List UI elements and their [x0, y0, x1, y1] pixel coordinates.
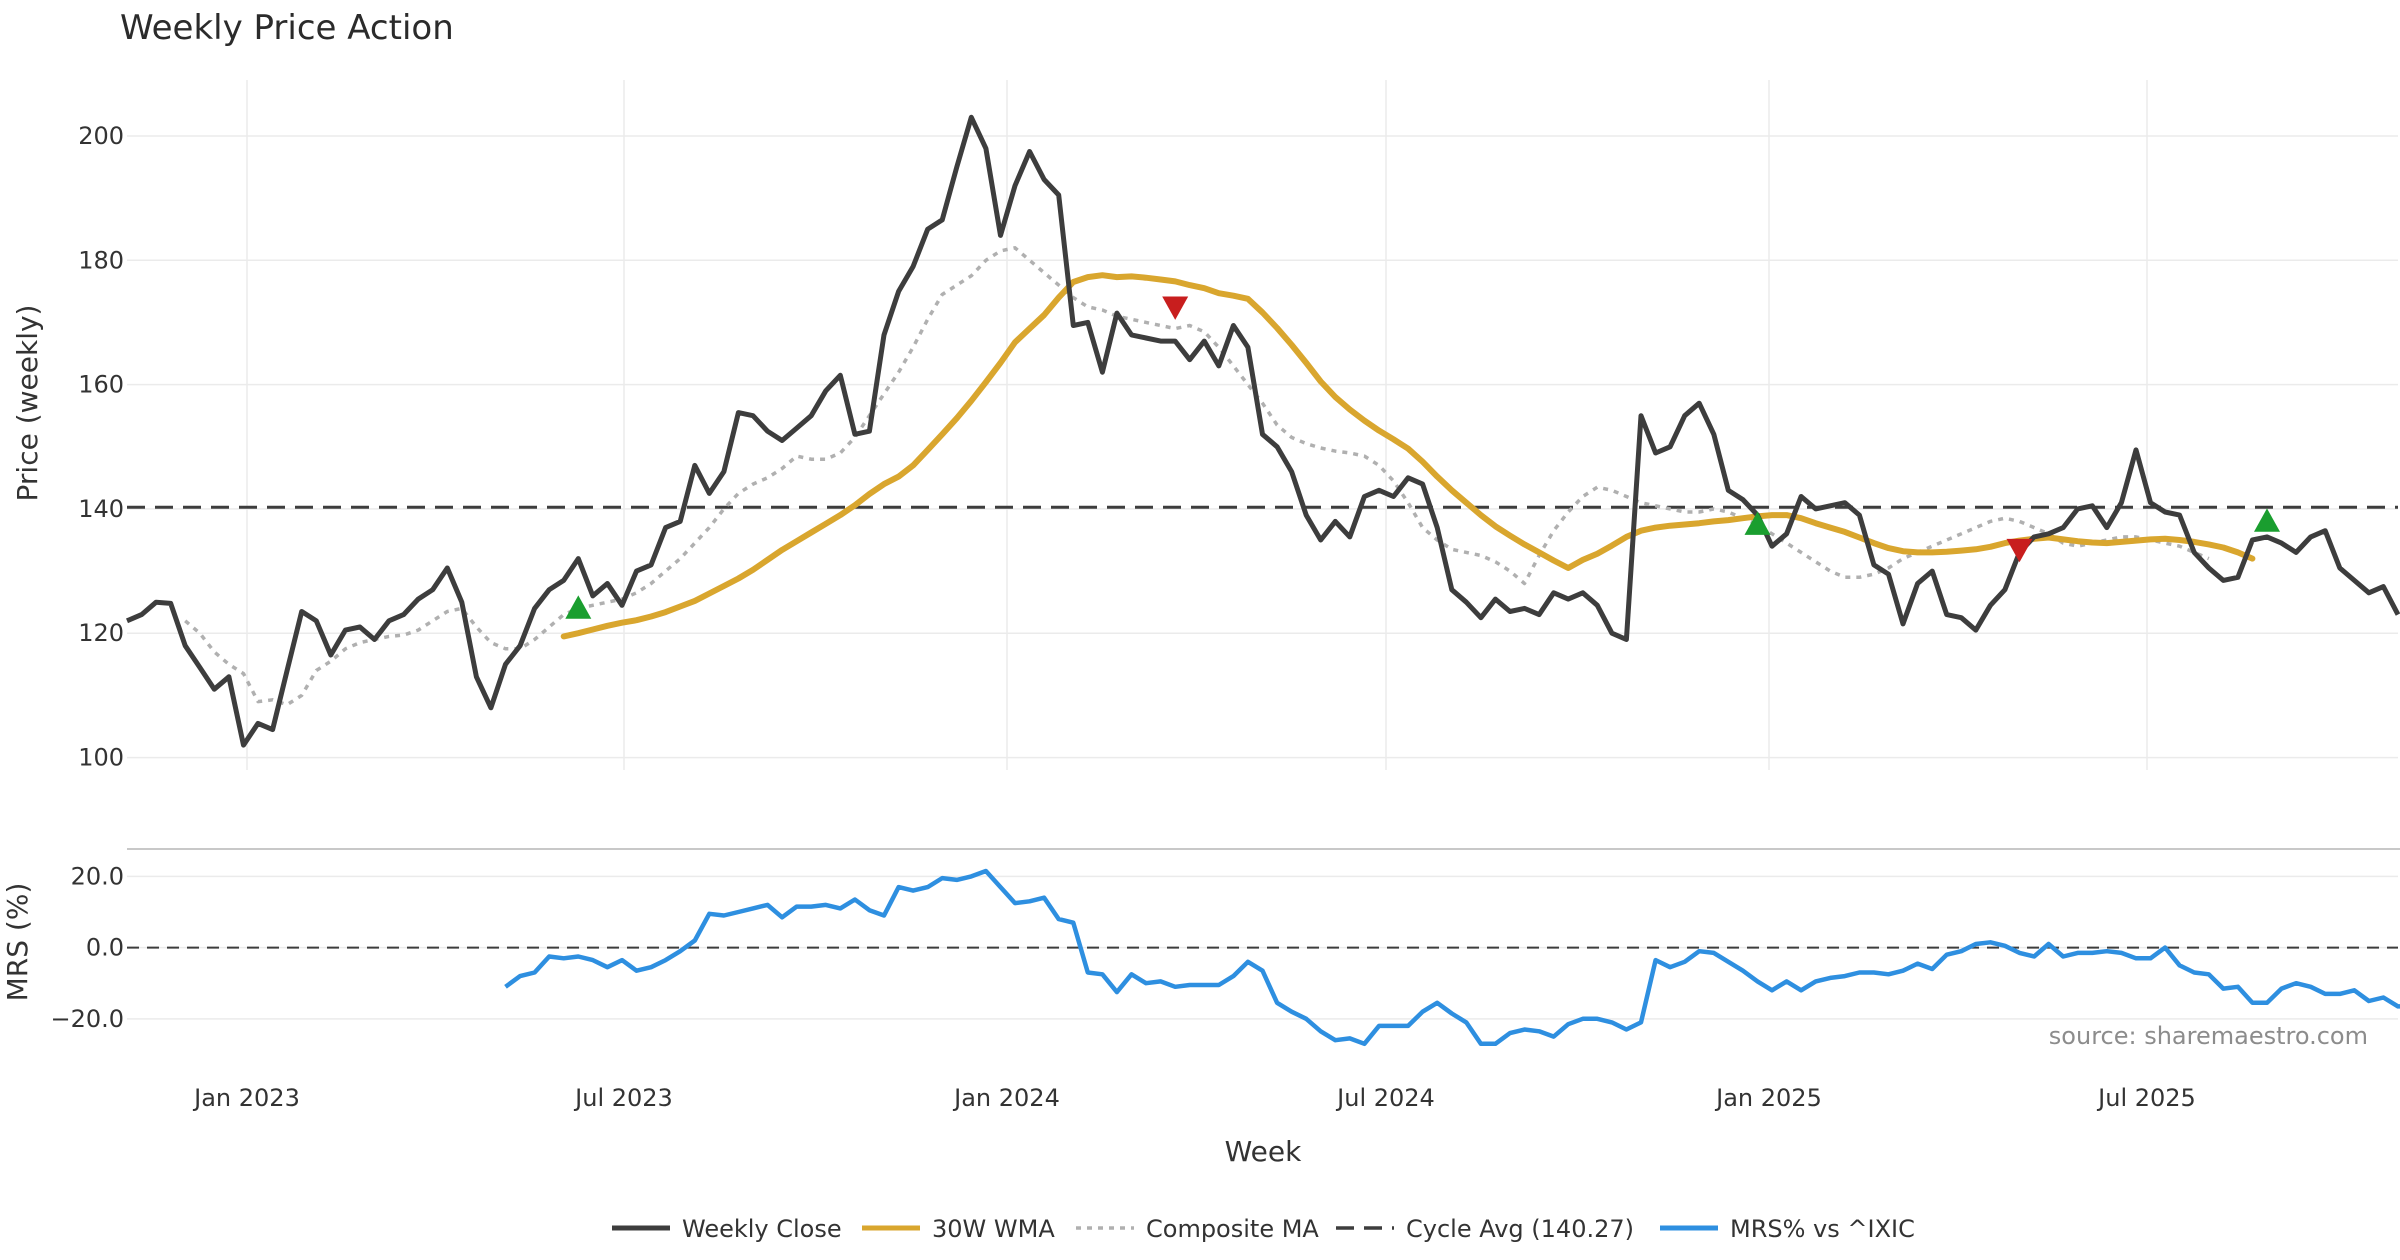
legend-label: MRS% vs ^IXIC — [1730, 1215, 1915, 1243]
buy-signal-marker — [1744, 511, 1771, 535]
x-tick-label: Jan 2025 — [1714, 1084, 1822, 1112]
chart-title: Weekly Price Action — [120, 8, 454, 48]
legend-label: Weekly Close — [682, 1215, 842, 1243]
grid — [127, 80, 2398, 1020]
signal-markers — [565, 296, 2280, 619]
source-note: source: sharemaestro.com — [2049, 1022, 2368, 1050]
mrs-line — [504, 868, 2400, 1047]
price-y-tick-label: 120 — [78, 619, 124, 647]
composite-ma-line — [184, 246, 2210, 707]
buy-signal-marker — [565, 595, 592, 619]
wma-30w-line — [560, 272, 2256, 640]
price-y-tick-label: 140 — [78, 495, 124, 523]
sell-signal-marker — [1162, 296, 1189, 320]
legend-label: 30W WMA — [932, 1215, 1055, 1243]
mrs-y-tick-label: −20.0 — [50, 1005, 124, 1033]
price-y-tick-label: 200 — [78, 122, 124, 150]
legend-label: Cycle Avg (140.27) — [1406, 1215, 1634, 1243]
x-tick-label: Jul 2024 — [1335, 1084, 1435, 1112]
price-y-tick-label: 100 — [78, 744, 124, 772]
price-y-tick-label: 160 — [78, 371, 124, 399]
price-y-axis-label: Price (weekly) — [11, 305, 44, 502]
axes: Jan 2023 Jul 2023 Jan 2024 Jul 2024 Jan 2025… — [50, 122, 2195, 1112]
mrs-y-tick-label: 20.0 — [71, 862, 124, 890]
mrs-y-axis-label: MRS (%) — [1, 883, 34, 1002]
x-axis-label: Week — [1225, 1135, 1302, 1168]
mrs-y-tick-label: 0.0 — [86, 934, 124, 962]
x-tick-label: Jan 2023 — [192, 1084, 300, 1112]
price-y-tick-label: 180 — [78, 246, 124, 274]
legend: Weekly Close 30W WMA Composite MA Cycle Avg… — [612, 1215, 1915, 1243]
legend-label: Composite MA — [1146, 1215, 1319, 1243]
buy-signal-marker — [2254, 508, 2280, 532]
weekly-close-line — [126, 114, 2400, 748]
series — [126, 114, 2400, 1047]
x-tick-label: Jan 2024 — [952, 1084, 1060, 1112]
sell-signal-marker — [2006, 538, 2033, 563]
x-tick-label: Jul 2025 — [2096, 1084, 2196, 1112]
reference-lines — [127, 505, 2398, 949]
x-tick-label: Jul 2023 — [573, 1084, 673, 1112]
